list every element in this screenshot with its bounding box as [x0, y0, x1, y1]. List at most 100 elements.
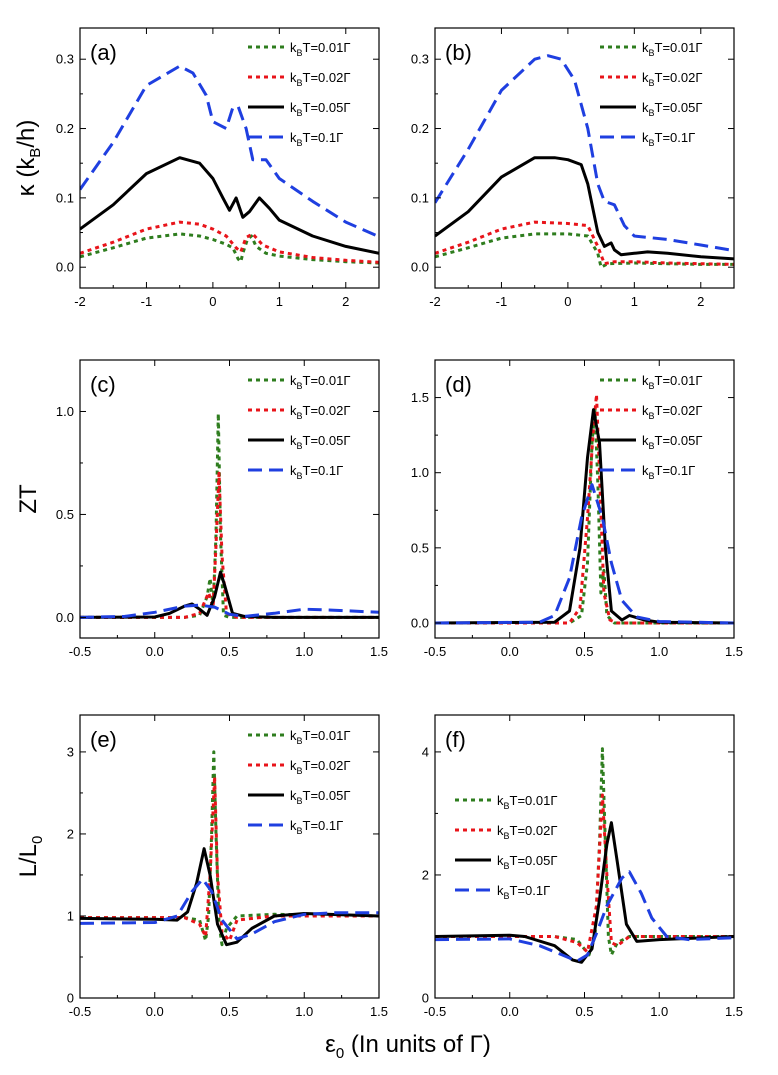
series-line-3 — [435, 156, 734, 261]
y-axis-label: κ (kB/h) — [13, 120, 44, 197]
series-line-2 — [80, 775, 379, 943]
y-tick-label: 0 — [67, 991, 74, 1006]
legend-label: kBT=0.02Γ — [290, 70, 351, 88]
series-line-4 — [435, 54, 734, 253]
plot-frame — [434, 27, 735, 289]
series-line-4 — [80, 877, 379, 941]
x-tick-label: 0.5 — [575, 644, 593, 659]
legend-label: kBT=0.05Γ — [642, 433, 703, 451]
series-line-3 — [80, 156, 379, 255]
panel-b: -2 -1 0 1 2 0.0 0.1 0.2 0.3 (b) kBT=0.01Γ kBT=0.02Γ… — [411, 27, 735, 309]
y-tick-label: 0 — [422, 991, 429, 1006]
legend-label: kBT=0.01Γ — [642, 373, 703, 391]
y-axis-label: ZT — [15, 484, 42, 514]
x-tick-label: 1.5 — [370, 1004, 388, 1019]
series-line-1 — [435, 408, 734, 625]
series-line-2 — [435, 393, 734, 625]
legend-label: kBT=0.01Γ — [290, 728, 351, 746]
series-line-1 — [80, 412, 379, 619]
x-tick-label: 1 — [276, 294, 283, 309]
legend-label: kBT=0.1Γ — [290, 130, 343, 148]
x-tick-label: -0.5 — [424, 644, 446, 659]
x-tick-label: -0.5 — [424, 1004, 446, 1019]
series-line-4 — [80, 64, 379, 239]
legend-label: kBT=0.05Γ — [642, 100, 703, 118]
x-tick-label: -2 — [74, 294, 86, 309]
plot-frame — [79, 27, 380, 289]
series-line-4 — [80, 603, 379, 619]
legend: kBT=0.01Γ kBT=0.02Γ kBT=0.05Γ kBT=0.1Γ — [248, 373, 351, 481]
panel-label: (b) — [445, 40, 472, 65]
legend-label: kBT=0.05Γ — [290, 433, 351, 451]
series-line-2 — [80, 220, 379, 264]
legend-label: kBT=0.02Γ — [290, 403, 351, 421]
series-line-2 — [435, 793, 734, 954]
y-tick-label: 0.3 — [411, 52, 429, 67]
y-axis-label: L/L0 — [15, 836, 46, 878]
panel-a: -2 -1 0 1 20.00.10.20.3 (a)κ (kB/h)kBT=0.01Γk… — [13, 27, 380, 309]
x-tick-label: 0.5 — [220, 1004, 238, 1019]
y-tick-label: 0.0 — [411, 615, 429, 630]
panel-label: (a) — [90, 40, 117, 65]
legend: kBT=0.01Γ kBT=0.02Γ kBT=0.05Γ kBT=0.1Γ — [248, 40, 351, 148]
series-group — [80, 412, 379, 619]
series-group — [435, 54, 734, 269]
x-tick-label: 1 — [631, 294, 638, 309]
legend-label: kBT=0.02Γ — [497, 823, 558, 841]
legend-label: kBT=0.05Γ — [497, 853, 558, 871]
x-tick-label: 1.0 — [650, 1004, 668, 1019]
y-tick-label: 4 — [422, 744, 429, 759]
panel-label: (f) — [445, 727, 466, 752]
y-tick-label: 0.1 — [411, 190, 429, 205]
series-line-4 — [435, 483, 734, 625]
y-tick-label: 2 — [67, 826, 74, 841]
y-tick-label: 2 — [422, 867, 429, 882]
series-line-2 — [435, 220, 734, 266]
x-tick-label: 0.0 — [501, 644, 519, 659]
legend-label: kBT=0.1Γ — [642, 463, 695, 481]
y-tick-label: 0.2 — [411, 121, 429, 136]
panel-f: -0.5 0.0 0.5 1.0 1.5 0 2 4 (f) kBT=0.01Γ kBT=0.02Γ… — [422, 714, 743, 1019]
y-tick-label: 3 — [67, 744, 74, 759]
legend: kBT=0.01Γ kBT=0.02Γ kBT=0.05Γ kBT=0.1Γ — [248, 728, 351, 836]
plot-frame — [79, 359, 380, 639]
x-tick-label: -1 — [496, 294, 508, 309]
legend-label: kBT=0.01Γ — [290, 373, 351, 391]
legend-label: kBT=0.01Γ — [497, 793, 558, 811]
x-tick-label: -0.5 — [69, 644, 91, 659]
legend-label: kBT=0.1Γ — [642, 130, 695, 148]
y-tick-label: 0.0 — [56, 610, 74, 625]
legend: kBT=0.01Γ kBT=0.02Γ kBT=0.05Γ kBT=0.1Γ — [600, 40, 703, 148]
series-group — [80, 64, 379, 265]
x-tick-label: 1.5 — [725, 1004, 743, 1019]
legend-label: kBT=0.1Γ — [290, 463, 343, 481]
panels-layer: -2 -1 0 1 20.00.10.20.3 (a)κ (kB/h)kBT=0.01Γk… — [13, 27, 743, 1019]
x-tick-label: -2 — [429, 294, 441, 309]
panel-label: (e) — [90, 727, 117, 752]
legend-label: kBT=0.02Γ — [290, 758, 351, 776]
y-tick-label: 0.0 — [411, 260, 429, 275]
x-tick-label: 1.5 — [725, 644, 743, 659]
y-tick-label: 1.0 — [56, 404, 74, 419]
x-tick-label: -0.5 — [69, 1004, 91, 1019]
y-tick-label: 0.2 — [56, 121, 74, 136]
legend-label: kBT=0.1Γ — [290, 818, 343, 836]
series-line-4 — [435, 870, 734, 963]
legend: kBT=0.01Γ kBT=0.02Γ kBT=0.05Γ kBT=0.1Γ — [455, 793, 558, 901]
panel-d: -0.5 0.0 0.5 1.0 1.5 0.0 0.5 1.0 1.5 (d) kBT=0.01Γ… — [411, 359, 743, 659]
x-tick-label: 1.0 — [295, 644, 313, 659]
legend-label: kBT=0.02Γ — [642, 70, 703, 88]
series-line-3 — [435, 821, 734, 964]
series-line-3 — [80, 847, 379, 947]
series-group — [80, 750, 379, 947]
y-tick-label: 0.1 — [56, 190, 74, 205]
x-tick-label: 0.0 — [146, 644, 164, 659]
x-tick-label: 2 — [697, 294, 704, 309]
panel-label: (d) — [445, 372, 472, 397]
legend-label: kBT=0.05Γ — [290, 100, 351, 118]
y-tick-label: 0.5 — [411, 540, 429, 555]
x-tick-label: 0.5 — [220, 644, 238, 659]
legend-label: kBT=0.1Γ — [497, 883, 550, 901]
